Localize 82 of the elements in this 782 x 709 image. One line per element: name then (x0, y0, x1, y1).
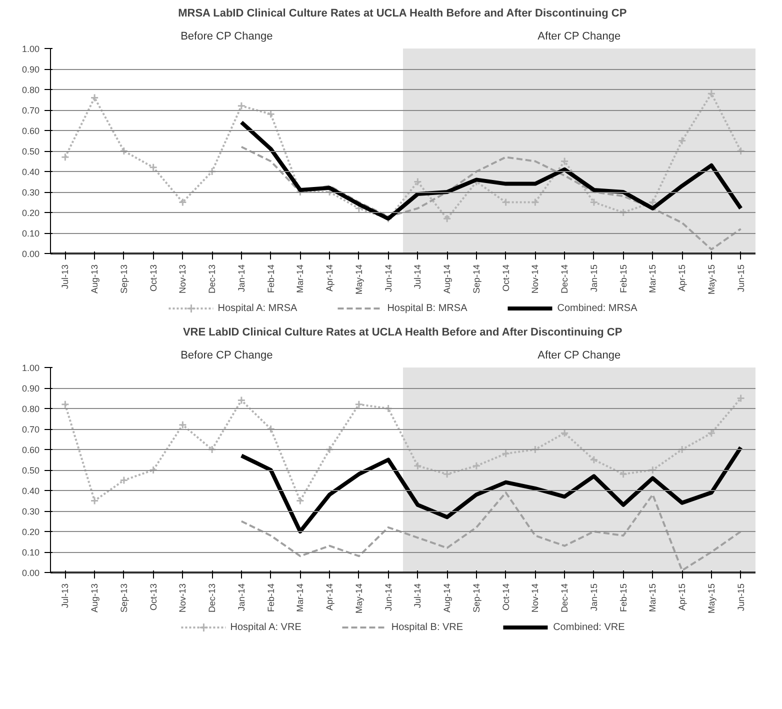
x-tick-label: Apr-14 (324, 584, 335, 611)
text: Before CP Change (180, 350, 273, 362)
y-tick-label: 0.90 (22, 64, 40, 74)
x-tick-label: Apr-14 (324, 264, 335, 292)
x-tick-label: Sep-13 (118, 583, 129, 613)
y-tick-label: 0.40 (22, 167, 40, 177)
y-tick-label: 0.80 (22, 404, 40, 414)
x-tick-label: Mar-15 (648, 583, 658, 612)
x-tick-label: Mar-15 (648, 264, 658, 294)
y-tick-label: 0.20 (22, 527, 40, 537)
y-tick-label: 0.00 (22, 568, 40, 578)
y-tick-label: 0.30 (22, 188, 40, 198)
x-tick-label: Jan-15 (588, 583, 599, 612)
x-tick-label: Sep-14 (471, 583, 482, 613)
x-tick-label: Dec-13 (207, 583, 218, 613)
y-tick-label: 0.00 (22, 249, 40, 259)
x-tick-label: Jan-14 (236, 583, 246, 612)
x-tick-label: Dec-13 (207, 264, 218, 294)
x-tick-label: Dec-14 (560, 583, 570, 613)
x-tick-label: Sep-14 (471, 264, 482, 294)
x-tick-label: Aug-13 (90, 583, 100, 613)
chart-title: VRE LabID Clinical Culture Rates at UCLA Health Before and After Discontinuing CP (182, 326, 622, 338)
y-tick-label: 0.20 (22, 208, 40, 218)
chart-title: MRSA LabID Clinical Culture Rates at UCLA Health Before and After Discontinuing CP (178, 8, 627, 20)
x-tick-label: Jun-14 (383, 583, 394, 612)
x-tick-label: Aug-13 (90, 264, 100, 294)
y-tick-label: 0.70 (22, 106, 40, 116)
legend-label: Hospital A: VRE (230, 622, 302, 632)
x-tick-label: Nov-14 (530, 264, 540, 294)
x-tick-label: Feb-15 (618, 583, 628, 612)
legend-label: Hospital B: VRE (391, 622, 464, 632)
x-tick-label: Oct-13 (148, 583, 158, 611)
y-tick-label: 1.00 (22, 44, 40, 54)
x-tick-label: Apr-15 (677, 264, 688, 292)
band-label: After CP Change (538, 30, 621, 42)
x-tick-label: Jul-14 (412, 264, 423, 290)
x-tick-label: Oct-13 (148, 264, 158, 292)
y-tick-label: 0.60 (22, 445, 40, 455)
y-tick-label: 0.80 (22, 85, 40, 95)
y-tick-label: 0.30 (22, 506, 40, 516)
x-tick-label: May-15 (706, 264, 716, 295)
x-tick-label: Jan-15 (588, 264, 599, 292)
x-tick-label: Jan-14 (236, 264, 246, 292)
x-tick-label: Aug-14 (442, 583, 452, 613)
x-tick-label: Nov-13 (178, 583, 188, 613)
x-tick-label: Jun-15 (736, 583, 746, 612)
x-tick-label: Nov-13 (178, 264, 188, 294)
x-tick-label: Mar-14 (295, 583, 306, 612)
x-tick-label: Feb-14 (266, 264, 276, 294)
x-tick-label: Aug-14 (442, 264, 452, 294)
x-tick-label: Apr-15 (677, 584, 688, 611)
x-tick-label: Dec-14 (560, 264, 570, 294)
x-tick-label: Jun-15 (736, 264, 746, 292)
x-tick-label: Jul-13 (60, 583, 70, 608)
x-tick-label: Sep-13 (118, 264, 129, 294)
x-tick-label: May-15 (706, 583, 716, 614)
x-tick-label: Oct-14 (500, 583, 511, 611)
legend-label: Combined: VRE (553, 622, 625, 632)
legend-label: Hospital A: MRSA (218, 302, 298, 314)
y-tick-label: 0.60 (22, 126, 40, 136)
x-tick-label: Jul-13 (60, 264, 70, 290)
y-tick-label: 1.00 (22, 363, 40, 373)
x-tick-label: Mar-14 (295, 264, 306, 294)
y-tick-label: 0.50 (22, 146, 40, 156)
x-tick-label: Feb-15 (618, 264, 628, 294)
x-tick-label: May-14 (354, 583, 364, 614)
x-tick-label: Feb-14 (266, 583, 276, 612)
y-tick-label: 0.50 (22, 466, 40, 476)
y-tick-label: 0.10 (22, 548, 40, 558)
x-tick-label: May-14 (354, 264, 364, 295)
x-tick-label: Nov-14 (530, 583, 540, 613)
y-tick-label: 0.90 (22, 384, 40, 394)
legend-label: Hospital B: MRSA (387, 302, 468, 314)
text: Before CP Change (180, 30, 273, 42)
y-tick-label: 0.10 (22, 228, 40, 238)
band-label: After CP Change (538, 350, 621, 362)
y-tick-label: 0.70 (22, 424, 40, 434)
x-tick-label: Jul-14 (412, 583, 423, 608)
y-tick-label: 0.40 (22, 486, 40, 496)
legend-label: Combined: MRSA (557, 302, 638, 314)
x-tick-label: Jun-14 (383, 264, 394, 292)
x-tick-label: Oct-14 (500, 264, 511, 292)
